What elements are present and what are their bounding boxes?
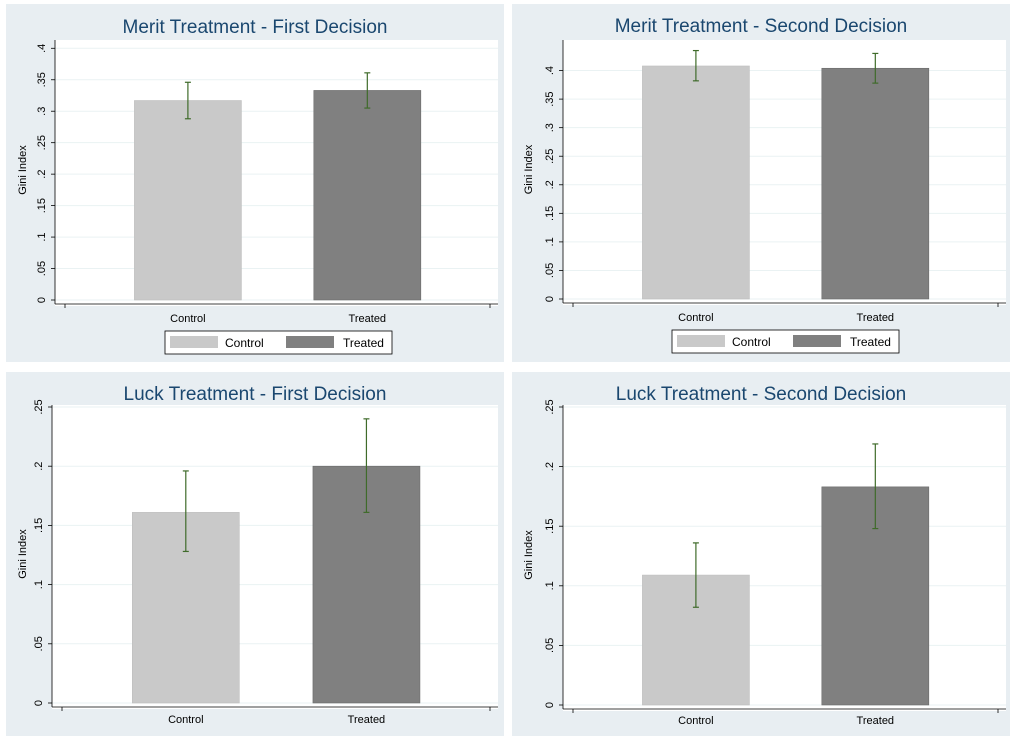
x-tick-label: Treated <box>857 715 895 727</box>
y-tick-label: .35 <box>544 91 556 106</box>
y-tick-label: .35 <box>36 72 48 87</box>
y-tick-label: .1 <box>36 232 48 241</box>
y-tick-label: .25 <box>36 135 48 150</box>
x-tick-label: Treated <box>857 312 895 324</box>
y-tick-label: 0 <box>33 700 45 706</box>
y-tick-label: .15 <box>544 206 556 221</box>
y-tick-label: .25 <box>544 149 556 164</box>
plot-area <box>52 405 498 709</box>
x-tick-label: Treated <box>348 714 386 726</box>
y-tick-label: .15 <box>36 198 48 213</box>
bar-treated <box>821 67 930 300</box>
y-tick-label: .3 <box>36 107 48 116</box>
legend-label: Control <box>225 336 264 350</box>
y-tick-label: .05 <box>33 636 45 651</box>
x-tick-label: Treated <box>349 313 387 325</box>
x-tick-label: Control <box>678 312 713 324</box>
y-axis-label: Gini Index <box>523 530 535 580</box>
legend <box>164 330 393 355</box>
y-axis-label: Gini Index <box>523 144 535 194</box>
y-tick-label: .15 <box>33 518 45 533</box>
y-tick-label: .3 <box>544 123 556 132</box>
bar-control <box>134 100 242 301</box>
x-tick-label: Control <box>168 714 203 726</box>
y-tick-label: .1 <box>33 580 45 589</box>
bar-control <box>642 65 750 300</box>
y-tick-label: .1 <box>544 581 556 590</box>
legend-label: Control <box>732 335 771 349</box>
chart-title: Luck Treatment - Second Decision <box>616 384 906 405</box>
x-tick-label: Control <box>678 715 713 727</box>
chart-title: Merit Treatment - Second Decision <box>615 16 908 37</box>
y-tick-label: .1 <box>544 237 556 246</box>
legend-label: Treated <box>343 336 384 350</box>
y-tick-label: .25 <box>33 399 45 414</box>
bar-treated <box>313 90 422 301</box>
y-tick-label: 0 <box>544 702 556 708</box>
y-tick-label: .2 <box>33 462 45 471</box>
y-tick-label: .15 <box>544 519 556 534</box>
x-tick-label: Control <box>170 313 205 325</box>
chart-title: Merit Treatment - First Decision <box>123 17 388 38</box>
legend <box>671 329 900 354</box>
y-tick-label: .2 <box>544 462 556 471</box>
y-tick-label: .4 <box>36 44 48 53</box>
plot-area <box>563 405 1006 711</box>
y-axis-label: Gini Index <box>17 529 29 579</box>
y-tick-label: .2 <box>544 180 556 189</box>
plot-area <box>55 40 498 306</box>
y-tick-label: .05 <box>544 638 556 653</box>
y-tick-label: .05 <box>544 263 556 278</box>
y-tick-label: .2 <box>36 170 48 179</box>
y-tick-label: .05 <box>36 261 48 276</box>
plot-area <box>563 40 1006 305</box>
legend-label: Treated <box>850 335 891 349</box>
y-axis-label: Gini Index <box>17 145 29 195</box>
legend-swatch-treated <box>793 335 841 347</box>
chart-title: Luck Treatment - First Decision <box>124 384 387 405</box>
legend-swatch-control <box>677 335 725 347</box>
y-tick-label: 0 <box>544 296 556 302</box>
legend-swatch-treated <box>286 336 334 348</box>
y-tick-label: 0 <box>36 297 48 303</box>
y-tick-label: .4 <box>544 66 556 75</box>
legend-swatch-control <box>170 336 218 348</box>
y-tick-label: .25 <box>544 399 556 414</box>
